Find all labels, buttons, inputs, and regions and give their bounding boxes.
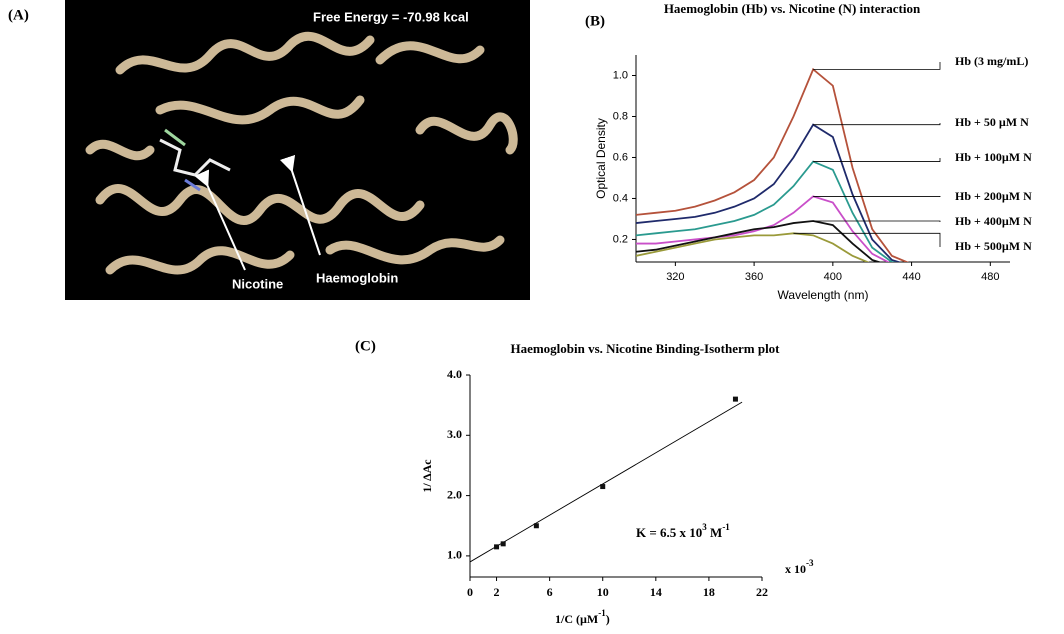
annotation: Haemoglobin <box>316 270 398 285</box>
x-multiplier-exp: -3 <box>806 558 814 568</box>
panel-label: (C) <box>355 338 376 354</box>
y-tick-label: 1.0 <box>613 69 628 81</box>
x-multiplier-text: x 10 <box>785 562 806 576</box>
x-axis-label-text: 1/C (µM <box>555 612 598 626</box>
series-line <box>636 125 990 275</box>
panel-label: (B) <box>585 13 605 29</box>
x-tick-label: 2 <box>494 585 500 599</box>
legend-label: Hb + 500µM N <box>955 239 1032 253</box>
plot-area <box>636 69 990 274</box>
data-point <box>733 397 738 402</box>
y-tick-label: 3.0 <box>447 427 462 441</box>
figure: (A) Free Energy = -70.98 kcal Nicotine H… <box>0 0 1064 634</box>
y-tick-label: 1.0 <box>447 548 462 562</box>
legend-label: Hb + 100µM N <box>955 150 1032 164</box>
y-axis-label: Optical Density <box>594 118 608 199</box>
y-tick-label: 0.4 <box>613 192 628 204</box>
chart-title: Haemoglobin vs. Nicotine Binding-Isother… <box>510 341 780 356</box>
legend-label: Hb + 50 µM N <box>955 115 1029 129</box>
leader-line <box>813 221 940 222</box>
x-tick-label: 22 <box>756 585 768 599</box>
y-tick-label: 0.2 <box>613 233 628 245</box>
annotation: K = 6.5 x 103 M-1 <box>636 522 730 540</box>
energy-label: Free Energy = -70.98 kcal <box>313 9 469 24</box>
x-tick-label: 480 <box>981 271 999 283</box>
x-tick-label: 320 <box>666 271 684 283</box>
data-point <box>534 523 539 528</box>
legend-label: Hb + 400µM N <box>955 214 1032 228</box>
data-point <box>501 541 506 546</box>
y-tick-label: 0.6 <box>613 151 628 163</box>
data-point <box>600 484 605 489</box>
y-tick-label: 2.0 <box>447 487 462 501</box>
legend-label: Hb (3 mg/mL) <box>955 54 1028 68</box>
x-multiplier: x 10-3 <box>785 558 814 576</box>
molecule-image <box>65 0 530 300</box>
y-axis-label: 1/ ΔAc <box>420 459 434 493</box>
annotation-unit: M <box>707 525 723 540</box>
x-axis-label: 1/C (µM-1) <box>555 608 610 626</box>
x-axis-label: Wavelength (nm) <box>778 288 869 302</box>
x-tick-label: 360 <box>745 271 763 283</box>
x-tick-label: 440 <box>902 271 920 283</box>
panel-a: (A) Free Energy = -70.98 kcal Nicotine H… <box>8 0 530 300</box>
data-point <box>494 544 499 549</box>
x-tick-label: 0 <box>467 585 473 599</box>
y-tick-label: 4.0 <box>447 367 462 381</box>
x-axis-label-close: ) <box>606 612 610 626</box>
leader-line <box>813 158 940 162</box>
chart-title: Haemoglobin (Hb) vs. Nicotine (N) intera… <box>664 1 921 16</box>
x-tick-label: 18 <box>703 585 715 599</box>
x-tick-label: 10 <box>597 585 609 599</box>
annotation-unit-exp: -1 <box>722 522 730 532</box>
leader-line <box>813 196 940 197</box>
x-tick-label: 14 <box>650 585 662 599</box>
y-tick-label: 0.8 <box>613 110 628 122</box>
x-tick-label: 6 <box>547 585 553 599</box>
panel-label: (A) <box>8 7 29 23</box>
leader-line <box>813 62 940 69</box>
legend-label: Hb + 200µM N <box>955 189 1032 203</box>
x-tick-label: 400 <box>824 271 842 283</box>
leader-line <box>813 123 940 125</box>
annotation: Nicotine <box>232 276 283 291</box>
annotation-text: K = 6.5 x 10 <box>636 525 702 540</box>
